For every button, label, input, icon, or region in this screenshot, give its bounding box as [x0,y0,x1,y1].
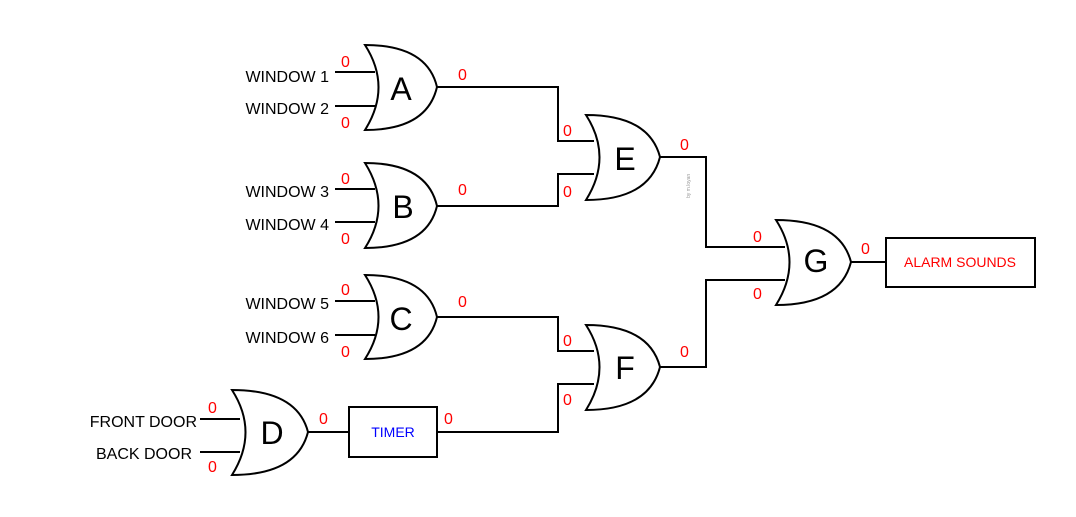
value-f-out: 0 [680,344,689,361]
wires [200,71,886,453]
signal-values: 0 0 0 0 0 0 0 0 0 0 0 0 0 0 0 0 0 0 0 0 … [208,54,870,476]
input-label-front-door: FRONT DOOR [90,414,197,431]
credit-text: by m.loyan [686,174,692,198]
gate-f: F [584,323,662,412]
value-g-out: 0 [861,241,870,258]
input-label-window5: WINDOW 5 [245,296,329,313]
gate-e: E [584,113,662,202]
value-d-out: 0 [319,411,328,428]
value-window2: 0 [341,115,350,132]
or-gate-g-shape [774,218,853,307]
timer-label: TIMER [371,424,415,440]
gate-g-label: G [804,243,829,279]
gate-d-label: D [260,415,283,451]
value-window1: 0 [341,54,350,71]
value-window3: 0 [341,171,350,188]
alarm-box: ALARM SOUNDS [885,237,1036,288]
input-label-window4: WINDOW 4 [245,217,329,234]
input-label-window3: WINDOW 3 [245,184,329,201]
value-window5: 0 [341,282,350,299]
value-window6: 0 [341,344,350,361]
alarm-label: ALARM SOUNDS [904,254,1016,270]
value-f-in2: 0 [563,392,572,409]
timer-box: TIMER [348,406,438,458]
input-label-window2: WINDOW 2 [245,101,329,118]
value-back-door: 0 [208,459,217,476]
gate-d: D [230,388,310,477]
wire-b-to-e [437,173,594,207]
value-g-in2: 0 [753,286,762,303]
value-e-out: 0 [680,137,689,154]
input-label-window1: WINDOW 1 [245,69,329,86]
input-label-window6: WINDOW 6 [245,330,329,347]
gate-c: C [363,273,439,361]
wire-e-to-g [660,156,785,248]
input-label-back-door: BACK DOOR [96,446,192,463]
alarm-box-frame [885,237,1036,288]
gate-c-label: C [389,301,412,337]
or-gate-d-shape [230,388,310,477]
gate-e-label: E [614,141,635,177]
value-e-in1: 0 [563,123,572,140]
timer-box-frame [348,406,438,458]
wire-f-to-g [660,279,785,368]
gate-g: G [774,218,853,307]
gate-f-label: F [615,350,635,386]
or-gate-a-shape [363,43,439,132]
value-a-out: 0 [458,67,467,84]
or-gate-c-shape [363,273,439,361]
value-g-in1: 0 [753,229,762,246]
wire-a-to-e [437,86,594,142]
value-c-out: 0 [458,294,467,311]
gate-b-label: B [392,189,413,225]
wire-timer-to-f [437,383,594,433]
value-e-in2: 0 [563,184,572,201]
gate-a-label: A [390,71,412,107]
wire-c-to-f [437,316,594,352]
value-timer-out: 0 [444,411,453,428]
gate-b: B [363,161,439,250]
or-gate-b-shape [363,161,439,250]
or-gate-f-shape [584,323,662,412]
or-gate-e-shape [584,113,662,202]
gate-a: A [363,43,439,132]
value-b-out: 0 [458,182,467,199]
value-window4: 0 [341,231,350,248]
value-f-in1: 0 [563,333,572,350]
input-labels: WINDOW 1 WINDOW 2 WINDOW 3 WINDOW 4 WIND… [90,69,329,463]
value-front-door: 0 [208,400,217,417]
